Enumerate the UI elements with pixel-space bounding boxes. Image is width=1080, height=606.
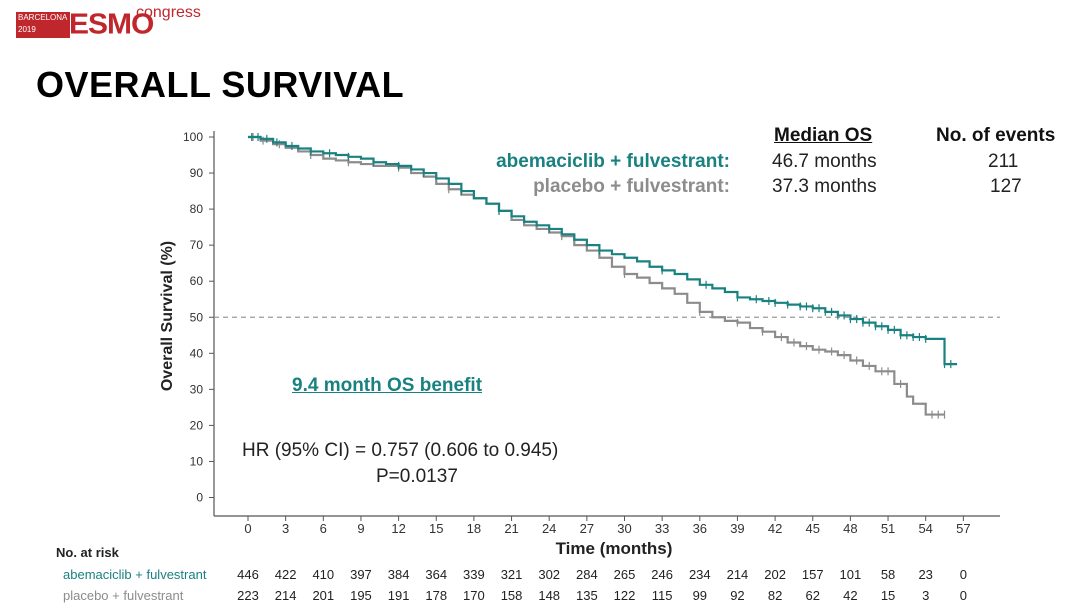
risk-count-abemaciclib: 364	[425, 567, 448, 582]
slide-title: OVERALL SURVIVAL	[36, 64, 405, 105]
logo-brand: ESMO	[69, 8, 154, 41]
x-tick-label: 21	[504, 521, 518, 536]
risk-table-title: No. at risk	[56, 545, 119, 560]
risk-count-placebo: 158	[500, 588, 523, 603]
risk-count-placebo: 122	[613, 588, 636, 603]
os-benefit-annotation: 9.4 month OS benefit	[292, 375, 483, 396]
x-tick-label: 15	[429, 521, 443, 536]
x-tick-label: 54	[918, 521, 932, 536]
x-tick-label: 45	[806, 521, 820, 536]
risk-count-abemaciclib: 23	[918, 567, 933, 582]
y-axis-label: Overall Survival (%)	[159, 240, 176, 392]
risk-count-placebo: 0	[959, 588, 967, 603]
y-tick-label: 80	[190, 202, 204, 216]
risk-count-placebo: 15	[880, 588, 896, 603]
x-tick-label: 48	[843, 521, 857, 536]
y-tick-label: 40	[190, 346, 204, 360]
risk-count-placebo: 178	[425, 588, 448, 603]
risk-count-abemaciclib: 410	[312, 567, 335, 582]
risk-count-abemaciclib: 265	[613, 567, 636, 582]
y-tick-label: 20	[190, 418, 204, 432]
risk-count-placebo: 92	[730, 588, 745, 603]
logo-year: 2019	[18, 25, 36, 34]
legend-placebo-events: 127	[990, 176, 1022, 197]
x-axis-label: Time (months)	[555, 539, 673, 558]
risk-count-placebo: 3	[922, 588, 930, 603]
x-tick-label: 51	[881, 521, 895, 536]
risk-count-abemaciclib: 214	[726, 567, 749, 582]
risk-count-abemaciclib: 446	[237, 567, 259, 582]
curve-placebo	[248, 135, 945, 416]
risk-count-placebo: 115	[651, 588, 673, 603]
x-tick-label: 0	[244, 521, 251, 536]
y-tick-label: 70	[190, 238, 204, 252]
risk-count-placebo: 191	[387, 588, 410, 603]
legend-placebo-median: 37.3 months	[772, 176, 877, 197]
risk-count-abemaciclib: 321	[500, 567, 523, 582]
y-tick-label: 100	[183, 130, 203, 144]
y-tick-label: 10	[190, 454, 204, 468]
x-tick-label: 57	[956, 521, 970, 536]
x-tick-label: 33	[655, 521, 669, 536]
risk-count-abemaciclib: 422	[274, 567, 297, 582]
risk-count-placebo: 42	[843, 588, 858, 603]
y-tick-label: 90	[190, 166, 204, 180]
legend-abemaciclib-name: abemaciclib + fulvestrant:	[496, 151, 730, 172]
risk-count-abemaciclib: 302	[538, 567, 561, 582]
risk-count-abemaciclib: 0	[959, 567, 967, 582]
logo-city-box: BARCELONA 2019	[16, 12, 70, 38]
risk-count-placebo: 135	[575, 588, 598, 603]
risk-count-placebo: 214	[274, 588, 297, 603]
risk-count-abemaciclib: 234	[688, 567, 711, 582]
x-tick-label: 42	[768, 521, 782, 536]
risk-count-abemaciclib: 384	[387, 567, 410, 582]
risk-row-label-placebo: placebo + fulvestrant	[63, 588, 184, 603]
x-tick-label: 3	[282, 521, 289, 536]
x-tick-label: 12	[391, 521, 405, 536]
risk-count-abemaciclib: 246	[651, 567, 673, 582]
legend-placebo-name: placebo + fulvestrant:	[533, 176, 730, 197]
legend-abemaciclib-median: 46.7 months	[772, 151, 877, 172]
risk-count-placebo: 170	[463, 588, 485, 603]
risk-count-abemaciclib: 339	[463, 567, 485, 582]
risk-count-placebo: 148	[538, 588, 561, 603]
x-tick-label: 36	[693, 521, 707, 536]
logo-city: BARCELONA	[18, 13, 68, 22]
legend-median-header: Median OS	[774, 125, 873, 146]
x-tick-label: 18	[467, 521, 481, 536]
legend-abemaciclib-events: 211	[988, 151, 1019, 172]
risk-count-placebo: 82	[767, 588, 783, 603]
hazard-ratio-annotation: HR (95% CI) = 0.757 (0.606 to 0.945)	[242, 440, 559, 461]
risk-count-placebo: 201	[312, 588, 335, 603]
risk-count-abemaciclib: 284	[575, 567, 598, 582]
p-value-annotation: P=0.0137	[376, 466, 458, 487]
risk-count-abemaciclib: 202	[764, 567, 786, 582]
y-tick-label: 0	[196, 491, 203, 505]
x-tick-label: 24	[542, 521, 556, 536]
risk-count-placebo: 99	[692, 588, 708, 603]
risk-count-placebo: 195	[350, 588, 372, 603]
risk-count-placebo: 223	[237, 588, 259, 603]
risk-row-label-abemaciclib: abemaciclib + fulvestrant	[63, 567, 207, 582]
risk-count-abemaciclib: 157	[801, 567, 824, 582]
x-tick-label: 30	[617, 521, 631, 536]
risk-count-abemaciclib: 58	[880, 567, 896, 582]
y-tick-label: 50	[190, 310, 204, 324]
x-tick-label: 9	[357, 521, 364, 536]
y-tick-label: 30	[190, 382, 204, 396]
y-tick-label: 60	[190, 274, 204, 288]
logo-suffix: congress	[136, 4, 201, 21]
x-tick-label: 6	[320, 521, 327, 536]
x-tick-label: 27	[580, 521, 594, 536]
risk-count-abemaciclib: 397	[350, 567, 372, 582]
legend-events-header: No. of events	[936, 125, 1056, 146]
risk-count-placebo: 62	[805, 588, 820, 603]
x-tick-label: 39	[730, 521, 744, 536]
risk-count-abemaciclib: 101	[839, 567, 862, 582]
